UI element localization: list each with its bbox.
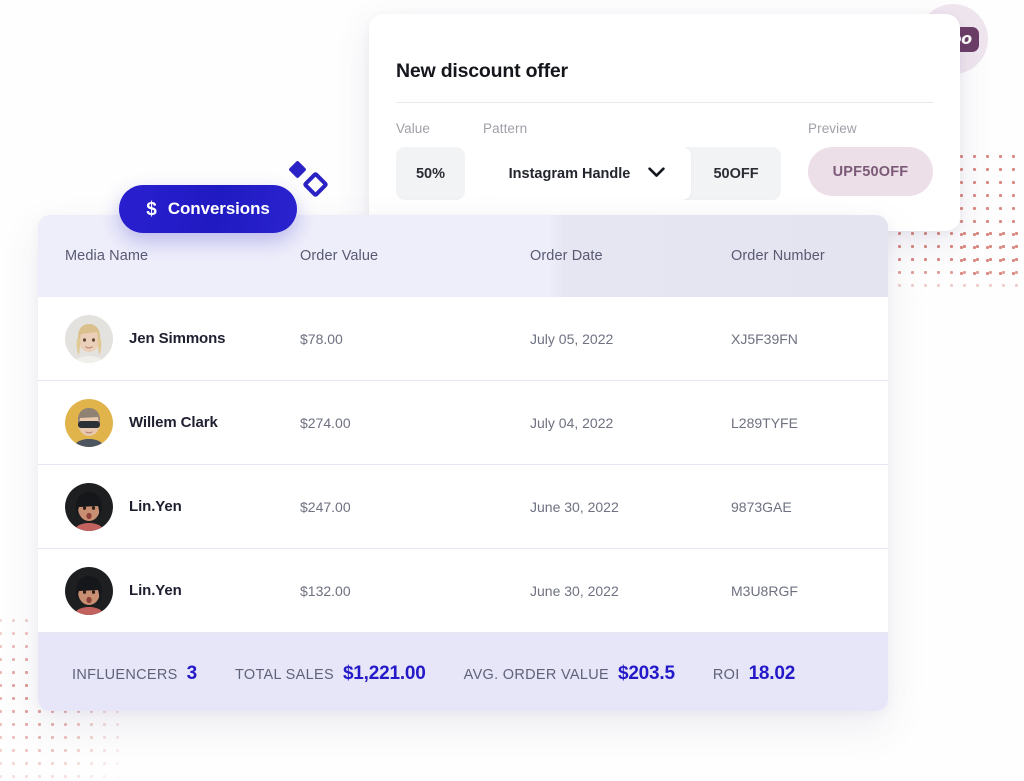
table-row[interactable]: Lin.Yen $247.00 June 30, 2022 9873GAE	[38, 465, 888, 549]
stat-avg-order-value-value: $203.5	[617, 663, 675, 684]
preview-field-group: Preview UPF50OFF	[808, 121, 933, 196]
media-name-text: Willem Clark	[129, 414, 218, 431]
order-value-text: $274.00	[300, 414, 351, 431]
table-row[interactable]: Willem Clark $274.00 July 04, 2022 L289T…	[38, 381, 888, 465]
media-cell: Willem Clark	[38, 398, 300, 447]
order-value-text: $78.00	[300, 330, 343, 347]
media-cell: Lin.Yen	[38, 566, 300, 615]
summary-footer: INFLUENCERS 3 TOTAL SALES $1,221.00 AVG.…	[38, 633, 888, 711]
order-date-text: June 30, 2022	[530, 582, 619, 599]
stat-influencers-value: 3	[186, 663, 198, 684]
order-number-text: XJ5F39FN	[731, 330, 798, 347]
order-date-text: July 04, 2022	[530, 414, 614, 431]
avatar	[65, 566, 113, 615]
conversions-table-card: Media Name Order Value Order Date Order …	[38, 215, 888, 711]
stat-roi: ROI 18.02	[713, 663, 795, 685]
stat-avg-order-value: AVG. ORDER VALUE $203.5	[464, 663, 675, 685]
stat-roi-value: 18.02	[748, 663, 796, 684]
column-header-order-number[interactable]: Order Number	[731, 248, 825, 264]
chevron-down-icon	[648, 166, 666, 182]
order-number-text: L289TYFE	[731, 414, 798, 431]
conversions-button-label: Conversions	[167, 199, 270, 218]
dollar-icon: $	[146, 198, 157, 220]
value-field-group: Value 50%	[396, 121, 469, 200]
avatar	[65, 482, 113, 531]
table-row[interactable]: Jen Simmons $78.00 July 05, 2022 XJ5F39F…	[38, 297, 888, 381]
dot-pattern-right-upper	[955, 150, 1024, 275]
media-cell: Lin.Yen	[38, 482, 300, 531]
stat-influencers-label: INFLUENCERS	[72, 667, 178, 683]
dot-pattern-right-lower	[893, 227, 1024, 299]
media-name-text: Lin.Yen	[129, 582, 182, 599]
pattern-code-value[interactable]: 50OFF	[713, 165, 759, 182]
stat-avg-order-value-label: AVG. ORDER VALUE	[463, 667, 609, 683]
avatar	[65, 314, 113, 363]
discount-value-input[interactable]: 50%	[396, 147, 465, 200]
media-cell: Jen Simmons	[38, 314, 300, 363]
divider	[396, 102, 933, 103]
media-name-text: Jen Simmons	[129, 330, 226, 347]
table-row[interactable]: Lin.Yen $132.00 June 30, 2022 M3U8RGF	[38, 549, 888, 633]
order-date-text: June 30, 2022	[530, 498, 619, 515]
order-number-text: 9873GAE	[731, 498, 792, 515]
avatar	[65, 398, 113, 447]
order-date-text: July 05, 2022	[530, 330, 614, 347]
pattern-control-wrap: Instagram Handle 50OFF	[483, 147, 781, 200]
stat-roi-label: ROI	[712, 667, 740, 683]
diamond-filled-icon	[288, 160, 307, 179]
pattern-field-label: Pattern	[483, 121, 528, 136]
column-header-order-value[interactable]: Order Value	[300, 248, 379, 264]
value-field-label: Value	[396, 121, 431, 136]
preview-coupon-pill: UPF50OFF	[808, 147, 933, 196]
stat-influencers: INFLUENCERS 3	[72, 663, 197, 685]
order-value-text: $132.00	[300, 582, 351, 599]
pattern-dropdown[interactable]: Instagram Handle	[483, 147, 691, 200]
stat-total-sales: TOTAL SALES $1,221.00	[235, 663, 426, 685]
pattern-field-group: Pattern Instagram Handle 50OFF	[483, 121, 781, 200]
new-discount-offer-card: New discount offer Value 50% Pattern Ins…	[369, 14, 960, 231]
discount-fields-row: Value 50% Pattern Instagram Handle 50OFF	[396, 121, 933, 200]
column-header-order-date[interactable]: Order Date	[530, 248, 603, 264]
diamond-outline-icon	[302, 171, 329, 198]
conversions-button[interactable]: $ Conversions	[119, 185, 297, 233]
stat-total-sales-value: $1,221.00	[342, 663, 426, 684]
media-name-text: Lin.Yen	[129, 498, 182, 515]
pattern-dropdown-value: Instagram Handle	[508, 165, 631, 182]
order-number-text: M3U8RGF	[731, 582, 798, 599]
column-header-media-name[interactable]: Media Name	[65, 248, 149, 264]
preview-field-label: Preview	[808, 121, 857, 136]
order-value-text: $247.00	[300, 498, 351, 515]
discount-card-title: New discount offer	[396, 60, 568, 82]
stat-total-sales-label: TOTAL SALES	[235, 667, 334, 683]
